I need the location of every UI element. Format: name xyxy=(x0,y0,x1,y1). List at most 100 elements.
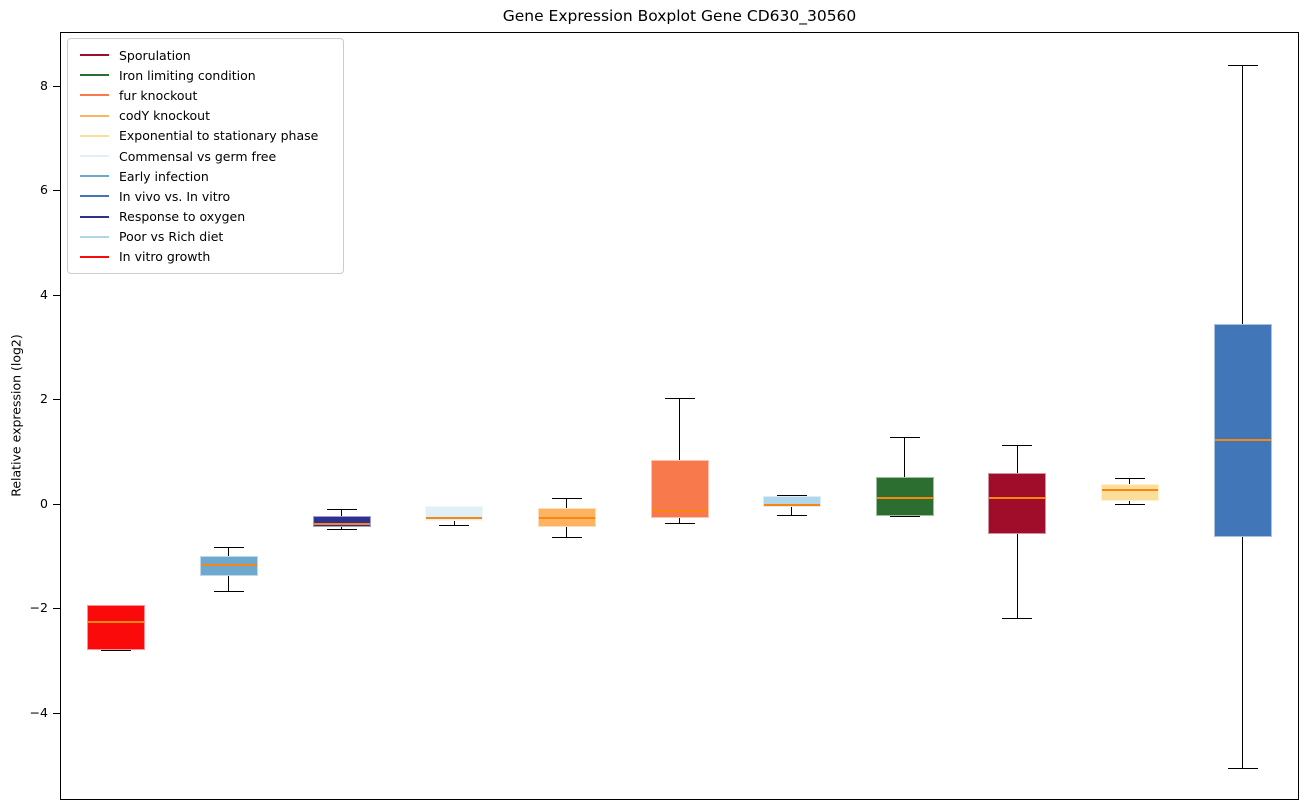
whisker-upper xyxy=(566,497,568,508)
legend-label: Commensal vs germ free xyxy=(119,148,277,164)
box xyxy=(312,516,371,528)
box xyxy=(875,476,934,516)
median-line xyxy=(1102,489,1159,492)
legend-label: Response to oxygen xyxy=(119,209,246,225)
whisker-lower xyxy=(340,527,342,529)
y-tick-label: 2 xyxy=(40,391,48,407)
whisker-upper xyxy=(340,508,342,517)
median-line xyxy=(426,516,483,519)
y-tick-label: −4 xyxy=(29,704,48,720)
whisker-cap-upper xyxy=(777,495,808,497)
legend-item: Exponential to stationary phase xyxy=(76,126,333,146)
box xyxy=(763,495,822,508)
whisker-cap-lower xyxy=(439,524,470,526)
whisker-upper xyxy=(678,397,680,461)
y-tick-mark xyxy=(53,503,60,505)
whisker-lower xyxy=(566,527,568,538)
legend-swatch-line xyxy=(80,114,109,117)
whisker-cap-upper xyxy=(326,508,357,510)
whisker-upper xyxy=(1129,477,1131,485)
y-tick-mark xyxy=(53,190,60,192)
whisker-cap-upper xyxy=(1227,64,1258,66)
whisker-lower xyxy=(228,575,230,591)
box xyxy=(1101,484,1160,501)
box xyxy=(199,556,258,576)
whisker-lower xyxy=(791,507,793,515)
whisker-upper xyxy=(1241,64,1243,325)
legend: Sporulation Iron limiting condition fur kn… xyxy=(67,38,344,274)
legend-item: In vitro growth xyxy=(76,247,333,267)
legend-swatch-line xyxy=(80,155,109,158)
median-line xyxy=(651,510,708,513)
legend-item: Response to oxygen xyxy=(76,207,333,227)
legend-swatch-line xyxy=(80,54,109,57)
median-line xyxy=(88,621,145,624)
legend-label: In vitro growth xyxy=(119,249,211,265)
legend-swatch-line xyxy=(80,215,109,218)
legend-swatch-line xyxy=(80,175,109,178)
box xyxy=(87,604,146,650)
whisker-upper xyxy=(1016,444,1018,473)
legend-label: Early infection xyxy=(119,168,209,184)
y-tick-label: 8 xyxy=(40,77,48,93)
whisker-cap-lower xyxy=(889,516,920,518)
whisker-cap-lower xyxy=(1227,767,1258,769)
legend-item: Early infection xyxy=(76,166,333,186)
whisker-upper xyxy=(904,436,906,477)
legend-item: Commensal vs germ free xyxy=(76,146,333,166)
y-tick-label: 6 xyxy=(40,182,48,198)
legend-swatch-line xyxy=(80,195,109,198)
median-line xyxy=(989,497,1046,500)
legend-item: fur knockout xyxy=(76,85,333,105)
box xyxy=(988,472,1047,535)
legend-item: codY knockout xyxy=(76,106,333,126)
whisker-lower xyxy=(453,521,455,525)
whisker-cap-upper xyxy=(889,436,920,438)
whisker-lower xyxy=(678,518,680,523)
y-tick-mark xyxy=(53,712,60,714)
legend-swatch-line xyxy=(80,235,109,238)
legend-swatch-line xyxy=(80,94,109,97)
whisker-cap-lower xyxy=(777,514,808,516)
legend-item: Sporulation xyxy=(76,45,333,65)
median-line xyxy=(313,523,370,526)
y-tick-label: 0 xyxy=(40,495,48,511)
legend-label: Poor vs Rich diet xyxy=(119,229,224,245)
whisker-cap-upper xyxy=(439,505,470,507)
whisker-upper xyxy=(228,546,230,556)
chart-title: Gene Expression Boxplot Gene CD630_30560 xyxy=(502,7,857,25)
y-tick-mark xyxy=(53,399,60,401)
legend-label: Sporulation xyxy=(119,47,191,63)
median-line xyxy=(876,496,933,499)
whisker-cap-upper xyxy=(213,546,244,548)
whisker-cap-lower xyxy=(326,528,357,530)
whisker-lower xyxy=(1241,537,1243,768)
y-tick-mark xyxy=(53,294,60,296)
whisker-cap-upper xyxy=(1115,477,1146,479)
whisker-cap-upper xyxy=(551,497,582,499)
box xyxy=(1213,324,1272,538)
legend-item: In vivo vs. In vitro xyxy=(76,186,333,206)
whisker-cap-upper xyxy=(664,397,695,399)
legend-label: Exponential to stationary phase xyxy=(119,128,319,144)
whisker-cap-upper xyxy=(1002,444,1033,446)
whisker-lower xyxy=(1016,534,1018,619)
legend-label: codY knockout xyxy=(119,108,211,124)
legend-label: fur knockout xyxy=(119,87,198,103)
y-tick-mark xyxy=(53,85,60,87)
y-tick-label: 4 xyxy=(40,286,48,302)
legend-label: Iron limiting condition xyxy=(119,67,256,83)
whisker-cap-lower xyxy=(664,522,695,524)
median-line xyxy=(764,503,821,506)
median-line xyxy=(538,517,595,520)
legend-item: Iron limiting condition xyxy=(76,65,333,85)
whisker-cap-lower xyxy=(101,649,132,651)
legend-item: Poor vs Rich diet xyxy=(76,227,333,247)
legend-swatch-line xyxy=(80,74,109,77)
legend-label: In vivo vs. In vitro xyxy=(119,188,231,204)
legend-swatch-line xyxy=(80,255,109,258)
median-line xyxy=(200,563,257,566)
y-tick-label: −2 xyxy=(29,600,48,616)
whisker-cap-lower xyxy=(213,591,244,593)
